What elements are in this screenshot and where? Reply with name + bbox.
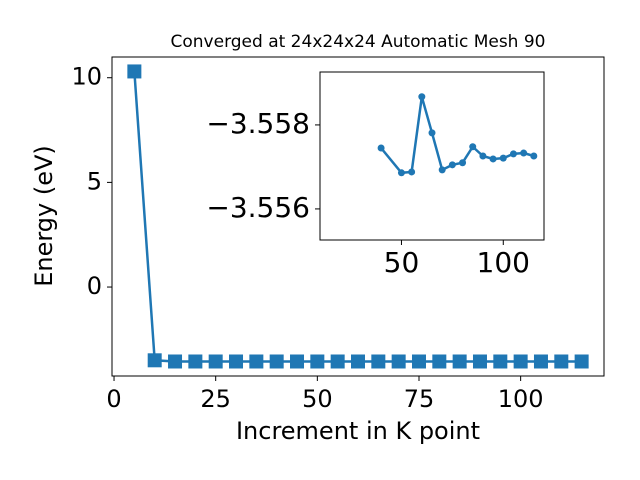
data-point [472,354,487,369]
data-point [310,354,325,369]
data-point [391,354,406,369]
x-tick-label: 50 [302,385,333,413]
data-point [499,154,507,162]
y-tick-label: −3.556 [206,191,310,224]
data-point [290,354,305,369]
y-tick-label: 10 [71,63,102,91]
data-point [408,168,416,176]
data-point [330,354,345,369]
x-tick-label: 75 [404,385,435,413]
y-axis-label: Energy (eV) [30,145,58,287]
data-point [432,354,447,369]
data-point [351,354,365,369]
data-point [269,354,284,369]
x-tick-label: 25 [200,385,231,413]
plot-frame [319,71,545,241]
data-point [411,354,426,369]
chart-title: Converged at 24x24x24 Automatic Mesh 90 [171,32,546,52]
y-tick-label: 0 [87,272,102,300]
data-point [188,354,203,369]
data-point [168,354,183,369]
data-point [452,354,467,369]
data-point [520,149,528,157]
data-point [448,161,456,169]
data-point [509,150,517,158]
data-point [479,152,487,160]
data-point [459,159,467,167]
data-point [147,353,162,368]
x-tick-label: 50 [384,246,420,279]
data-point [533,354,548,369]
data-point [513,354,528,369]
x-tick-label: 0 [106,385,121,413]
x-tick-label: 100 [477,246,530,279]
data-point [530,152,538,160]
data-point [493,354,508,369]
data-point [554,354,569,369]
data-point [418,93,426,101]
data-point [371,354,386,369]
data-point [397,169,405,177]
data-point [208,354,223,369]
data-point [377,144,385,152]
data-point [469,143,477,151]
data-point [428,129,436,137]
x-tick-label: 100 [498,385,544,413]
plot-frame [111,56,605,377]
data-point [229,354,244,369]
data-point [489,155,497,163]
y-tick-label: −3.558 [206,107,310,140]
x-axis-label: Increment in K point [236,417,480,445]
data-point [574,354,589,369]
y-tick-label: 5 [87,167,102,195]
data-point [127,64,142,79]
data-point [438,166,446,174]
data-point [249,354,264,369]
